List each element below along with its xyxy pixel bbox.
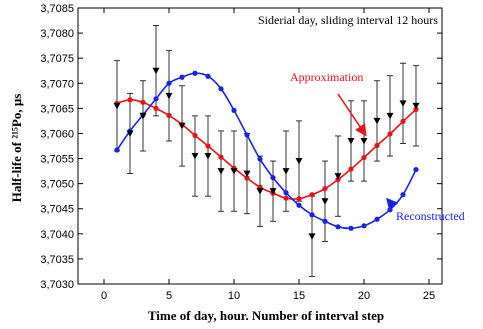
y-tick-label: 3,7070 [40, 78, 74, 90]
reconstructed-point [257, 156, 263, 162]
measured-point [386, 112, 394, 120]
reconstructed-point [361, 223, 367, 229]
errorbar-layer [114, 25, 419, 277]
annotation-reconstructed: Reconstructed [396, 209, 465, 223]
measured-point [269, 188, 277, 195]
approximation-point [296, 196, 302, 202]
approximation-point [322, 186, 328, 192]
y-tick-label: 3,7060 [40, 128, 74, 140]
reconstructed-point [270, 175, 276, 181]
measured-point [230, 168, 238, 175]
reconstructed-point [400, 192, 406, 198]
measured-point [191, 153, 199, 160]
measured-point [347, 137, 355, 145]
measured-point [295, 158, 303, 165]
approximation-point [140, 99, 146, 105]
y-tick-label: 3,7065 [40, 103, 74, 115]
reconstructed-point [374, 216, 380, 222]
approximation-point [192, 132, 198, 139]
reconstructed-point [413, 166, 419, 173]
measured-point [204, 153, 212, 160]
x-tick-label: 10 [228, 290, 240, 302]
measured-point [165, 92, 173, 100]
approximation-point [387, 131, 393, 137]
measured-point [139, 112, 147, 120]
reconstructed-point [231, 107, 237, 113]
y-axis-title: Half-life of ²¹⁵Po, μs [9, 94, 24, 203]
y-tick-label: 3,7050 [40, 179, 74, 191]
reconstructed-point [283, 190, 289, 196]
approximation-point [153, 105, 159, 111]
x-tick-label: 25 [423, 290, 435, 302]
y-tick-label: 3,7045 [40, 204, 74, 216]
y-tick-label: 3,7085 [40, 3, 74, 15]
approximation-point [127, 97, 133, 103]
approximation-point [400, 118, 406, 125]
approximation-point [309, 192, 315, 198]
measured-point [321, 198, 329, 205]
approximation-point [166, 112, 172, 118]
x-tick-label: 20 [358, 290, 370, 302]
reconstructed-point [348, 225, 354, 231]
reconstructed-point [166, 80, 172, 86]
x-tick-label: 0 [101, 290, 107, 302]
x-tick-label: 15 [293, 290, 305, 302]
measured-point [113, 102, 121, 110]
measured-point [152, 67, 160, 75]
approximation-point [413, 106, 419, 112]
reconstructed-point [296, 202, 302, 208]
y-tick-label: 3,7030 [40, 279, 74, 291]
y-tick-label: 3,7040 [40, 229, 74, 241]
approximation-point [361, 154, 367, 161]
measured-point [308, 233, 316, 240]
reconstructed-point [335, 224, 341, 230]
reconstructed-point [244, 132, 250, 138]
plot-frame [77, 7, 443, 285]
x-axis-title: Time of day, hour. Number of interval st… [148, 308, 384, 323]
axes-layer: 0 5 10 15 20 25 3,7030 3,7035 3,7040 3,7045 3,7050… [40, 3, 443, 302]
measured-point [360, 137, 368, 145]
approximation-point [205, 143, 211, 149]
approximation-line [116, 99, 417, 200]
reconstructed-point [179, 74, 185, 80]
measured-point [126, 130, 134, 137]
measured-point [412, 102, 420, 110]
y-tick-label: 3,7035 [40, 254, 74, 266]
reconstructed-point [309, 212, 315, 218]
approximation-point [283, 195, 289, 201]
y-tick-label: 3,7055 [40, 154, 74, 166]
measured-point [334, 173, 342, 180]
x-tick-label: 5 [166, 290, 172, 302]
measured-point [282, 168, 290, 175]
y-tick-label: 3,7075 [40, 53, 74, 65]
chart-title: Siderial day, sliding interval 12 hours [258, 13, 438, 27]
approximation-point [348, 166, 354, 172]
measured-point [178, 122, 186, 130]
reconstructed-point [153, 96, 159, 102]
measured-point [399, 100, 407, 107]
reconstructed-point [205, 73, 211, 79]
annotation-approximation: Approximation [290, 70, 363, 84]
reconstructed-point [322, 218, 328, 224]
reconstructed-point [114, 147, 120, 153]
reconstructed-point [218, 86, 224, 92]
measured-point [217, 168, 225, 175]
measured-point [373, 117, 381, 125]
reconstructed-arrow [386, 197, 399, 211]
reconstructed-point [387, 207, 393, 213]
measured-point [256, 188, 264, 195]
y-tick-label: 3,7080 [40, 28, 74, 40]
approximation-arrow [337, 93, 367, 137]
approximation-point [218, 154, 224, 160]
label-layer: Siderial day, sliding interval 12 hours … [9, 13, 465, 323]
approximation-point [244, 175, 250, 181]
approximation-point [374, 142, 380, 149]
reconstructed-point [192, 70, 198, 76]
series-layer [113, 67, 420, 240]
measured-point [243, 170, 251, 178]
approximation-point [335, 177, 341, 183]
